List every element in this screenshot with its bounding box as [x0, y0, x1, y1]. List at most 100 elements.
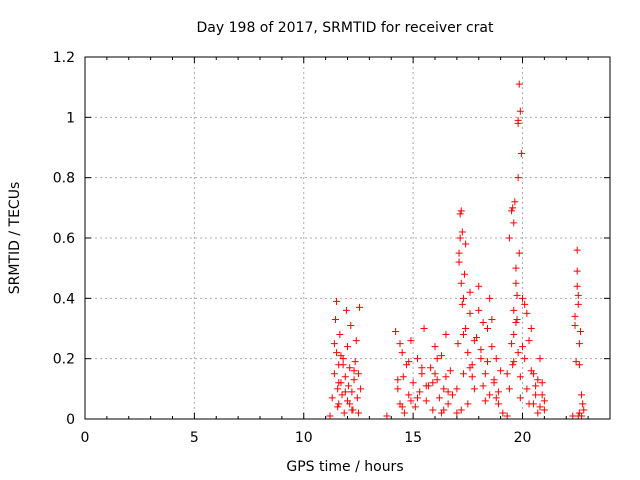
data-point	[396, 340, 404, 348]
plot-frame	[84, 56, 611, 420]
data-point	[514, 116, 522, 124]
data-point	[470, 337, 478, 345]
y-tick-label: 0.8	[53, 171, 75, 187]
data-point	[510, 358, 518, 366]
data-point	[433, 355, 441, 363]
data-point	[538, 391, 546, 399]
data-point	[328, 394, 336, 402]
data-point	[457, 406, 465, 414]
data-point	[453, 409, 461, 417]
data-point	[492, 394, 500, 402]
data-point	[505, 234, 513, 242]
data-point	[571, 321, 579, 329]
data-point	[446, 367, 454, 375]
data-point	[523, 309, 531, 317]
data-point	[336, 331, 344, 339]
data-point	[442, 331, 450, 339]
data-point	[333, 297, 341, 305]
data-point	[486, 294, 494, 302]
data-point	[508, 207, 516, 215]
data-point	[517, 150, 525, 158]
x-tick-label: 20	[514, 430, 532, 446]
data-point	[444, 400, 452, 408]
data-point	[492, 355, 500, 363]
data-point	[353, 394, 361, 402]
data-point	[458, 300, 466, 308]
data-point	[494, 388, 502, 396]
x-axis-label: GPS time / hours	[286, 459, 403, 475]
data-point	[514, 174, 522, 182]
data-point	[540, 406, 548, 414]
data-point	[538, 379, 546, 387]
data-point	[335, 379, 343, 387]
data-point	[326, 412, 334, 420]
data-point	[462, 325, 470, 332]
data-point	[405, 391, 413, 399]
data-point	[344, 343, 351, 351]
y-tick-label: 1.2	[53, 50, 75, 66]
data-point	[512, 264, 520, 272]
data-point	[503, 370, 511, 378]
data-point	[405, 358, 413, 366]
grid-lines	[85, 57, 610, 419]
data-point	[488, 315, 496, 323]
data-point	[529, 400, 537, 408]
data-point	[574, 300, 582, 308]
data-point	[330, 370, 338, 378]
data-point	[456, 210, 464, 218]
data-point	[521, 355, 529, 363]
data-point	[497, 367, 505, 375]
data-point	[509, 361, 517, 369]
data-point	[510, 306, 518, 314]
data-point	[479, 382, 487, 390]
data-point	[335, 400, 343, 408]
data-point	[457, 207, 465, 215]
data-point	[356, 303, 364, 311]
data-point	[536, 403, 544, 411]
data-point	[429, 406, 437, 414]
data-point	[411, 403, 419, 411]
data-point	[509, 204, 517, 212]
x-tick-label: 10	[295, 430, 313, 446]
data-point	[354, 370, 362, 378]
y-tick-label: 1	[66, 110, 75, 126]
data-point	[484, 325, 491, 332]
data-point	[521, 300, 529, 308]
data-point	[394, 376, 402, 384]
data-point	[477, 346, 485, 354]
data-point	[572, 358, 580, 366]
data-point	[352, 337, 360, 345]
data-point	[444, 388, 452, 396]
data-point	[534, 376, 542, 384]
data-point	[505, 385, 513, 393]
data-point	[578, 391, 586, 399]
data-point	[438, 352, 446, 360]
data-point	[440, 385, 448, 393]
data-point	[519, 343, 526, 351]
data-point	[340, 409, 348, 417]
data-point	[513, 291, 521, 299]
data-point	[455, 258, 463, 266]
y-tick-label: 0	[66, 412, 75, 428]
data-point	[350, 376, 358, 384]
tick-labels: 0 5 10 15 20 0 0.2 0.4 0.6 0.8 1 1.2	[53, 50, 532, 446]
data-point	[334, 385, 342, 393]
x-tick-label: 5	[190, 430, 199, 446]
data-point	[392, 328, 400, 336]
data-point	[527, 367, 535, 375]
data-point	[334, 403, 342, 411]
data-point	[414, 394, 421, 402]
data-point	[532, 391, 540, 399]
data-point	[484, 358, 491, 366]
data-point	[461, 270, 469, 278]
data-point	[407, 337, 415, 345]
data-point	[341, 388, 349, 396]
data-point	[494, 400, 502, 408]
data-point	[503, 412, 511, 420]
data-point	[346, 364, 354, 372]
data-point	[466, 288, 474, 296]
data-point	[422, 397, 430, 405]
data-point	[573, 246, 581, 254]
data-point	[576, 328, 584, 336]
